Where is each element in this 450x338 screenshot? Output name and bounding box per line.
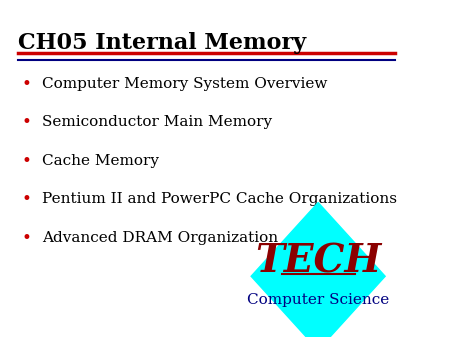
Text: Advanced DRAM Organization: Advanced DRAM Organization <box>42 231 278 245</box>
Text: Computer Memory System Overview: Computer Memory System Overview <box>42 76 327 91</box>
Text: •: • <box>22 229 32 247</box>
Text: •: • <box>22 113 32 131</box>
Text: CH05 Internal Memory: CH05 Internal Memory <box>18 31 306 53</box>
Text: Semiconductor Main Memory: Semiconductor Main Memory <box>42 115 272 129</box>
Text: Cache Memory: Cache Memory <box>42 153 159 168</box>
Polygon shape <box>251 202 385 338</box>
Text: TECH: TECH <box>255 242 381 280</box>
Text: •: • <box>22 190 32 208</box>
Text: •: • <box>22 74 32 93</box>
Text: Computer Science: Computer Science <box>247 293 389 307</box>
Text: Pentium II and PowerPC Cache Organizations: Pentium II and PowerPC Cache Organizatio… <box>42 192 397 206</box>
Text: •: • <box>22 152 32 170</box>
